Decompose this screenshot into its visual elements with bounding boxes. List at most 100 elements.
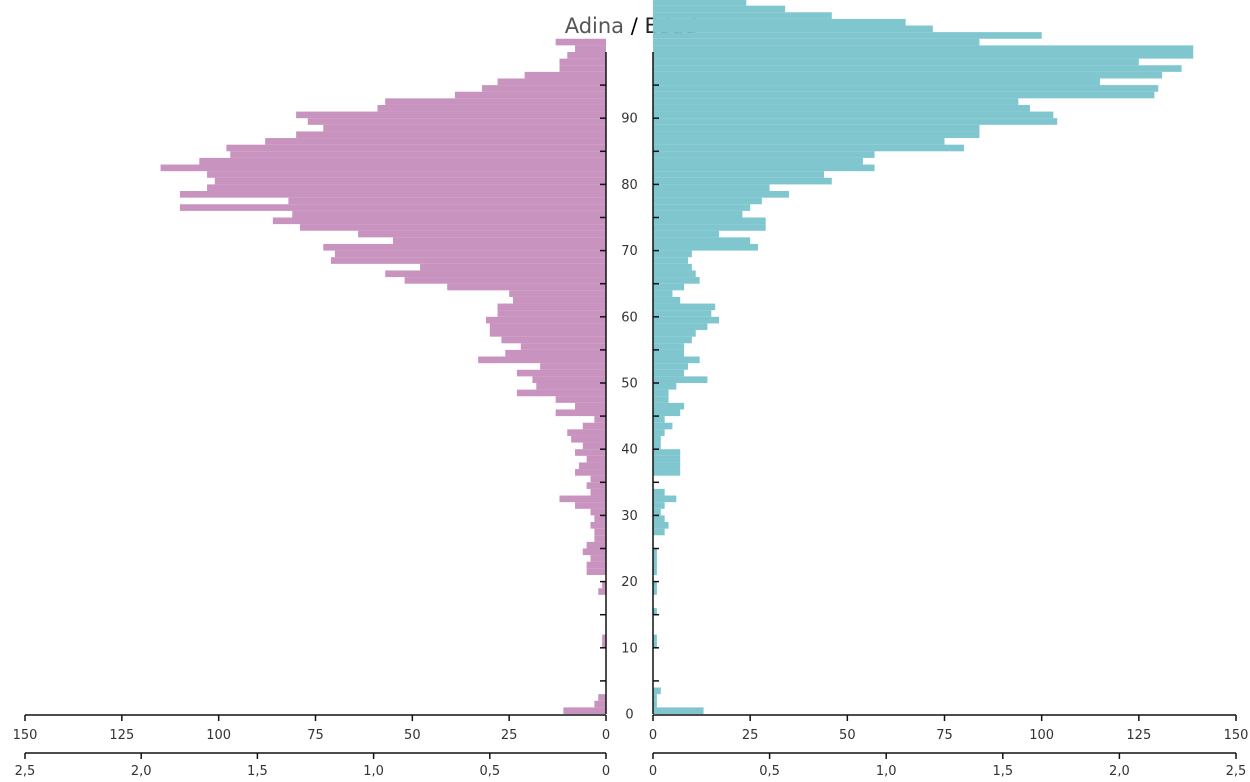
right-bar xyxy=(653,204,751,211)
right-bar xyxy=(653,18,906,26)
left-bar xyxy=(358,230,606,238)
right-bar xyxy=(653,144,964,152)
left-bar xyxy=(536,383,606,390)
right-bar xyxy=(653,290,673,297)
right-bar xyxy=(653,528,665,536)
left-bar xyxy=(226,144,606,152)
left-bar xyxy=(385,270,606,278)
left-bar xyxy=(555,396,606,403)
right-x-tick-label: 50 xyxy=(839,728,856,743)
right-bar xyxy=(653,184,770,192)
left-bar xyxy=(272,217,606,225)
left-bar xyxy=(497,78,606,86)
left-secondary-tick-label: 1,5 xyxy=(247,764,268,779)
right-bar xyxy=(653,396,669,403)
left-bar xyxy=(602,641,606,648)
left-bar xyxy=(594,515,606,523)
right-x-tick-label: 100 xyxy=(1029,728,1054,743)
left-bar xyxy=(482,85,606,92)
left-bar xyxy=(575,45,606,52)
left-bar xyxy=(334,250,606,258)
left-bar xyxy=(454,91,606,99)
left-bar xyxy=(377,104,606,112)
right-bar xyxy=(653,455,681,463)
left-bar xyxy=(586,541,606,549)
left-bar xyxy=(288,197,606,205)
y-tick-label: 70 xyxy=(621,244,638,259)
left-bar xyxy=(559,58,606,66)
left-bar xyxy=(559,65,606,72)
right-bar xyxy=(653,224,766,231)
left-x-tick-label: 50 xyxy=(404,728,421,743)
left-bar xyxy=(179,191,606,198)
right-bar xyxy=(653,85,1159,92)
right-bar xyxy=(653,409,681,417)
left-bar xyxy=(447,283,606,291)
left-x-tick-label: 125 xyxy=(109,728,134,743)
right-bar xyxy=(653,71,1163,79)
right-bar xyxy=(653,634,657,642)
right-bar xyxy=(653,435,661,443)
left-bar xyxy=(555,409,606,417)
right-bar xyxy=(653,270,696,278)
right-bar xyxy=(653,237,751,244)
right-bar xyxy=(653,38,980,46)
right-bar xyxy=(653,118,1058,125)
left-bar xyxy=(575,449,606,456)
right-bar xyxy=(653,588,657,595)
left-bar xyxy=(520,343,606,350)
left-bar xyxy=(575,469,606,476)
left-bar xyxy=(590,475,606,483)
right-bar xyxy=(653,52,1194,59)
left-bar xyxy=(307,118,606,125)
right-bar xyxy=(653,389,669,397)
right-bar xyxy=(653,263,692,271)
left-bar xyxy=(602,581,606,589)
title-name: Adina xyxy=(565,14,624,38)
right-bar xyxy=(653,700,657,708)
right-x-tick-label: 125 xyxy=(1126,728,1151,743)
y-tick-label: 80 xyxy=(621,178,638,193)
left-bar xyxy=(559,495,606,503)
left-bar xyxy=(567,52,606,59)
y-tick-label: 50 xyxy=(621,377,638,392)
left-bar xyxy=(575,402,606,410)
right-secondary-tick-label: 0,5 xyxy=(759,764,780,779)
left-bar xyxy=(598,694,606,701)
left-bar xyxy=(489,323,606,331)
right-bar xyxy=(653,416,665,423)
right-bar xyxy=(653,157,863,165)
right-bar xyxy=(653,707,704,714)
left-bar xyxy=(323,243,606,251)
right-bar xyxy=(653,0,747,6)
y-tick-label: 30 xyxy=(621,509,638,524)
right-bar xyxy=(653,402,685,410)
right-bar xyxy=(653,343,685,350)
right-bar xyxy=(653,58,1139,66)
right-bar xyxy=(653,429,665,436)
y-tick-label: 10 xyxy=(621,641,638,656)
left-bar xyxy=(330,257,606,264)
left-bar xyxy=(323,124,606,132)
left-bar xyxy=(575,502,606,509)
right-bar xyxy=(653,376,708,383)
left-bar xyxy=(578,462,606,470)
left-bar xyxy=(586,568,606,575)
y-tick-label: 0 xyxy=(625,708,633,723)
right-x-tick-label: 0 xyxy=(649,728,657,743)
right-bar xyxy=(653,250,692,258)
left-bar xyxy=(296,131,606,139)
right-bar xyxy=(653,45,1194,52)
right-bar xyxy=(653,296,681,304)
left-bar xyxy=(594,416,606,423)
right-bar xyxy=(653,303,716,311)
right-x-tick-label: 150 xyxy=(1224,728,1249,743)
left-x-tick-label: 25 xyxy=(501,728,518,743)
right-x-tick-label: 75 xyxy=(936,728,953,743)
right-bar xyxy=(653,5,786,13)
left-bar xyxy=(214,177,607,185)
left-bar xyxy=(571,435,606,443)
right-bar xyxy=(653,515,665,523)
left-secondary-tick-label: 2,0 xyxy=(131,764,152,779)
